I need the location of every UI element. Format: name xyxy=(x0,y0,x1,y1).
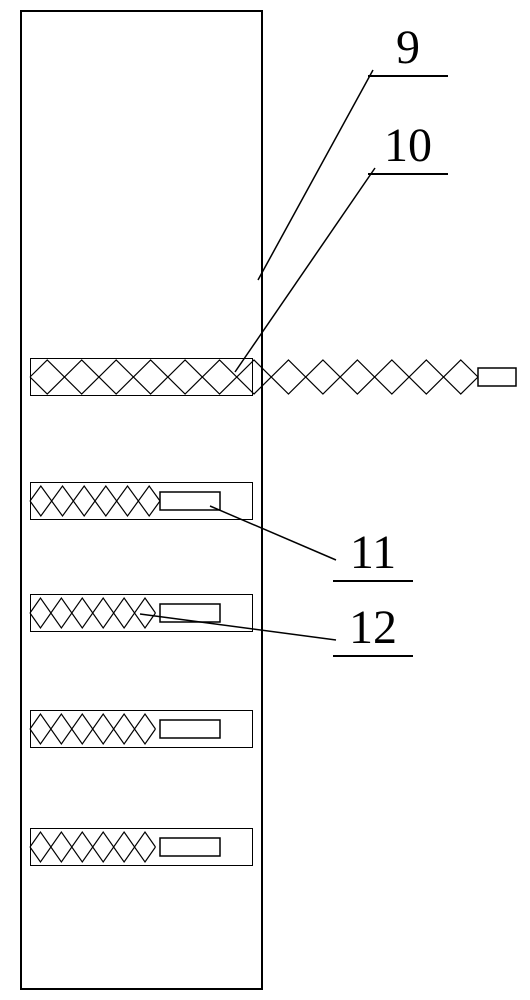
label-9: 9 xyxy=(368,20,448,77)
slot-2 xyxy=(30,482,253,520)
label-11: 11 xyxy=(333,525,413,582)
slot-4 xyxy=(30,710,253,748)
label-10: 10 xyxy=(368,118,448,175)
label-12: 12 xyxy=(333,600,413,657)
label-9-text: 9 xyxy=(368,20,448,77)
slot-5 xyxy=(30,828,253,866)
label-12-text: 12 xyxy=(333,600,413,657)
spring-end-block-1 xyxy=(478,368,516,386)
slot-1 xyxy=(30,358,253,396)
slot-3 xyxy=(30,594,253,632)
leader-l9 xyxy=(258,70,373,280)
label-11-text: 11 xyxy=(333,525,413,582)
label-10-text: 10 xyxy=(368,118,448,175)
